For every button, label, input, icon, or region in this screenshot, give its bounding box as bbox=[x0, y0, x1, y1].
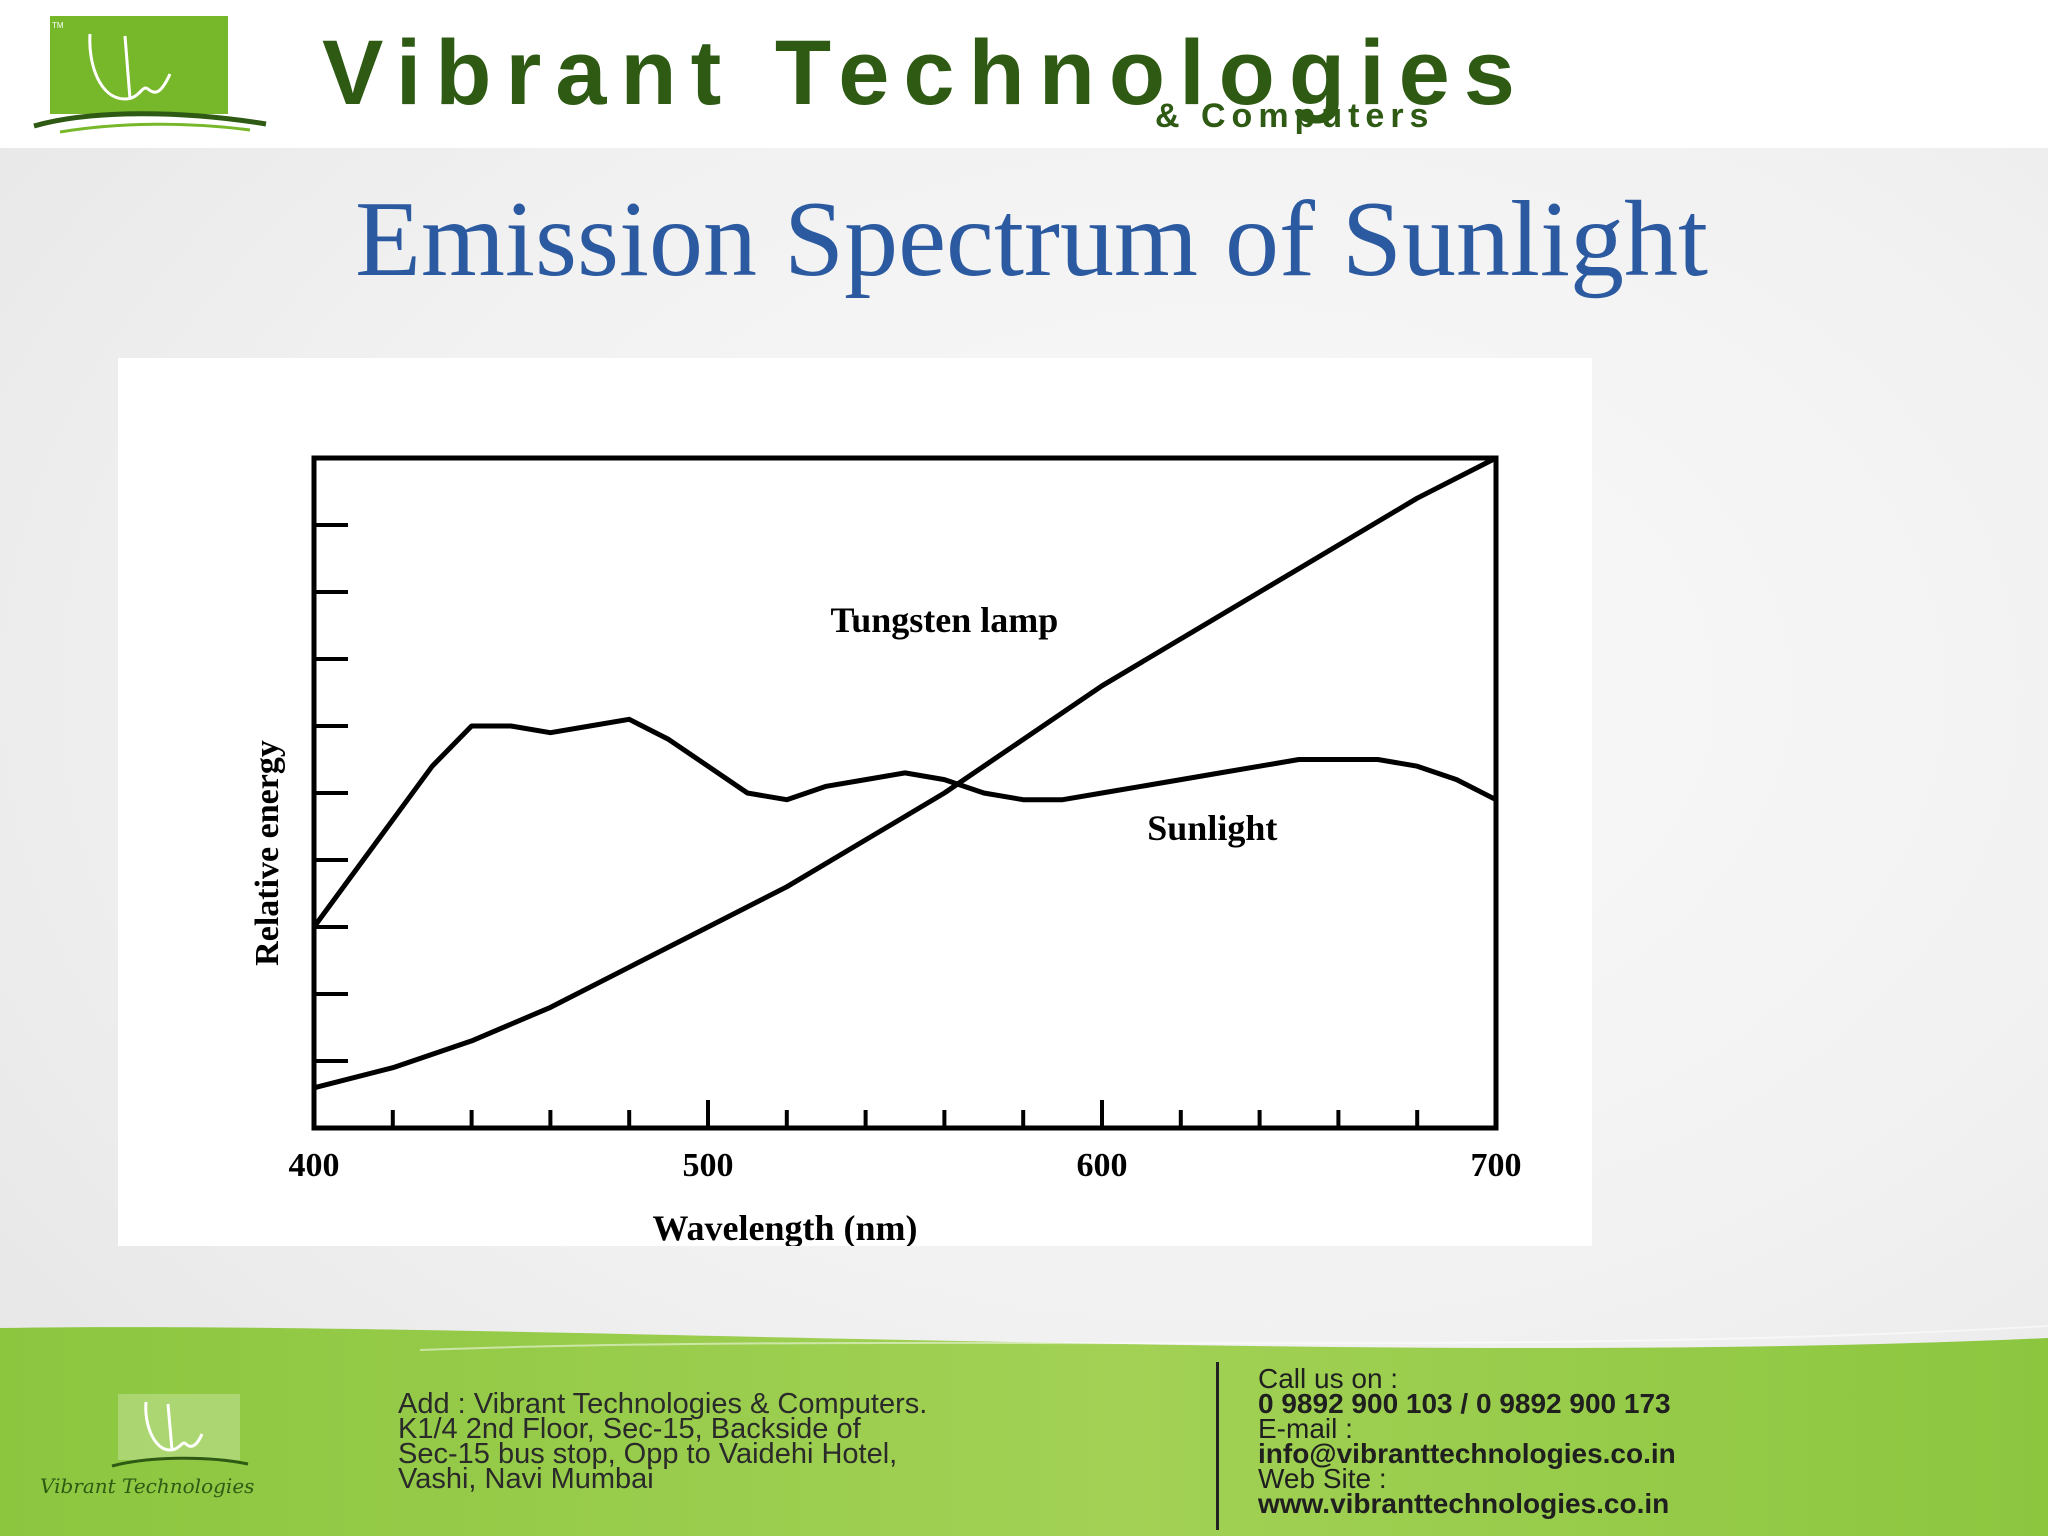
brand-name: Vibrant Technologies bbox=[322, 22, 1529, 124]
chart-panel: 400 500 600 700 Wavelength (nm) Relative ener… bbox=[118, 358, 1592, 1246]
brand-subtitle: & Computers bbox=[1155, 97, 1435, 135]
vibrant-logo-icon: TM bbox=[33, 16, 267, 134]
footer-background bbox=[0, 1325, 2048, 1536]
slide-title: Emission Spectrum of Sunlight bbox=[355, 180, 1709, 299]
phone-numbers[interactable]: 0 9892 900 103 / 0 9892 900 173 bbox=[1258, 1388, 1671, 1419]
svg-text:TM: TM bbox=[52, 21, 64, 30]
tick-marks bbox=[314, 523, 1420, 1128]
x-tick-label: 700 bbox=[1471, 1147, 1522, 1184]
address-line: Vashi, Navi Mumbai bbox=[398, 1463, 654, 1495]
series-lines bbox=[311, 455, 1498, 1091]
footer-brand: Vibrant Technologies bbox=[40, 1474, 255, 1498]
footer-bar: Vibrant Technologies Add : Vibrant Techn… bbox=[0, 1322, 2048, 1536]
website-link[interactable]: www.vibranttechnologies.co.in bbox=[1258, 1488, 1670, 1519]
annotation-sunlight: Sunlight bbox=[1147, 808, 1277, 848]
footer-divider bbox=[1216, 1362, 1219, 1530]
x-tick-label: 400 bbox=[289, 1147, 340, 1184]
emission-spectrum-chart: 400 500 600 700 Wavelength (nm) Relative ener… bbox=[249, 455, 1522, 1246]
y-axis-label: Relative energy bbox=[249, 740, 286, 966]
footer-logo-icon bbox=[111, 1394, 249, 1468]
call-label: Call us on : bbox=[1258, 1363, 1399, 1394]
series-line-sunlight bbox=[311, 716, 1498, 929]
x-tick-label: 600 bbox=[1077, 1147, 1128, 1184]
header-bar: TM Vibrant Technologies & Computers bbox=[0, 0, 2048, 148]
contact-block: Call us on : 0 9892 900 103 / 0 9892 900… bbox=[1258, 1363, 1676, 1519]
x-axis-label: Wavelength (nm) bbox=[653, 1208, 918, 1246]
address-line: Add : Vibrant Technologies & Computers. bbox=[398, 1388, 928, 1420]
email-label: E-mail : bbox=[1258, 1413, 1353, 1444]
chart-labels: 400 500 600 700 Wavelength (nm) Relative ener… bbox=[249, 600, 1522, 1246]
annotation-tungsten-lamp: Tungsten lamp bbox=[831, 600, 1059, 640]
x-tick-label: 500 bbox=[683, 1147, 734, 1184]
address-line: K1/4 2nd Floor, Sec-15, Backside of bbox=[398, 1413, 861, 1445]
address-block: Add : Vibrant Technologies & Computers. … bbox=[398, 1388, 928, 1495]
email-link[interactable]: info@vibranttechnologies.co.in bbox=[1258, 1438, 1676, 1469]
series-line-tungsten-lamp bbox=[313, 455, 1498, 1091]
address-line: Sec-15 bus stop, Opp to Vaidehi Hotel, bbox=[398, 1438, 898, 1470]
website-label: Web Site : bbox=[1258, 1463, 1387, 1494]
